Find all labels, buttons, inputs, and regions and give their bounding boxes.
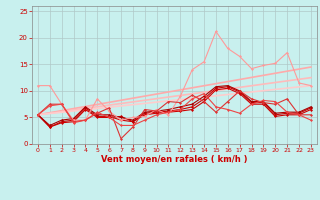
X-axis label: Vent moyen/en rafales ( km/h ): Vent moyen/en rafales ( km/h ) <box>101 155 248 164</box>
